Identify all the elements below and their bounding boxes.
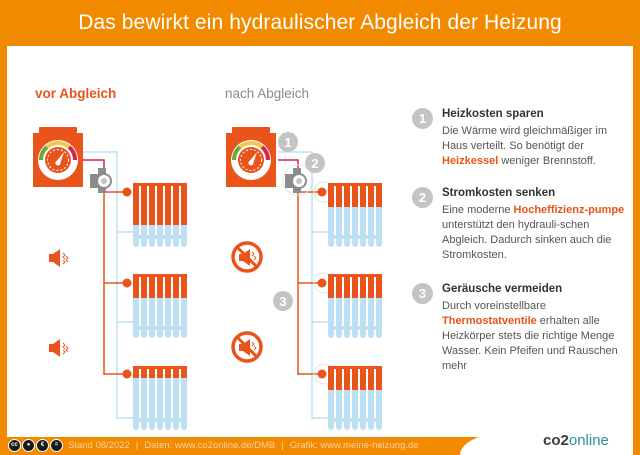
marker-1: 1 — [278, 132, 298, 152]
highlight-term: Heizkessel — [442, 155, 499, 167]
highlight-term: Hocheffizienz-pumpe — [513, 204, 625, 216]
nd-icon: = — [50, 438, 63, 452]
info-title: Heizkosten sparen — [442, 108, 544, 120]
daten-link[interactable]: Daten: www.co2online.de/DMB — [144, 439, 276, 451]
cc-icon: cc — [8, 438, 21, 452]
svg-text:3: 3 — [279, 294, 286, 309]
footer: cc ● € = Stand 08/2022 | Daten: www.co2onl… — [8, 437, 419, 453]
number-badge: 1 — [412, 108, 433, 129]
svg-text:2: 2 — [311, 156, 318, 171]
info-text: Eine moderne Hocheffizienz-pumpe unterst… — [442, 204, 625, 261]
by-icon: ● — [22, 438, 35, 452]
noise-muted-icon — [231, 241, 263, 273]
license-icons[interactable]: cc ● € = — [8, 438, 63, 452]
nc-icon: € — [36, 438, 49, 452]
svg-text:1: 1 — [284, 135, 291, 150]
number-badge: 3 — [412, 283, 433, 304]
info-title: Geräusche vermeiden — [442, 283, 563, 295]
stand-text: Stand 08/2022 — [68, 439, 130, 451]
logo-part1: co2 — [543, 432, 569, 449]
noise-speaker-icon — [48, 248, 69, 268]
page-title: Das bewirkt ein hydraulischer Abgleich d… — [0, 0, 640, 46]
noise-muted-icon — [231, 331, 263, 363]
marker-3: 3 — [273, 291, 293, 311]
noise-speaker-icon — [48, 338, 69, 358]
separator: | — [281, 439, 284, 451]
marker-2: 2 — [305, 153, 325, 173]
highlight-term: Thermostatventile — [442, 315, 537, 327]
footer-credits: Stand 08/2022 | Daten: www.co2online.de/DM… — [68, 440, 419, 451]
logo-part2: online — [568, 432, 609, 449]
info-text: Durch voreinstellbare Thermostatventile … — [442, 300, 618, 372]
page-title-text: Das bewirkt ein hydraulischer Abgleich d… — [78, 11, 562, 34]
co2online-logo[interactable]: co2online — [543, 432, 609, 449]
separator: | — [135, 439, 139, 451]
after-label: nach Abgleich — [225, 86, 310, 101]
panel-notch — [460, 430, 633, 455]
grafik-link[interactable]: Grafik: www.meine-heizung.de — [289, 439, 419, 451]
info-title: Stromkosten senken — [442, 187, 556, 199]
number-badge: 2 — [412, 187, 433, 208]
before-system — [31, 125, 187, 430]
info-text: Die Wärme wird gleichmäßiger im Haus ver… — [442, 125, 608, 167]
after-system: 1 2 3 — [224, 125, 382, 430]
before-label: vor Abgleich — [35, 86, 117, 101]
